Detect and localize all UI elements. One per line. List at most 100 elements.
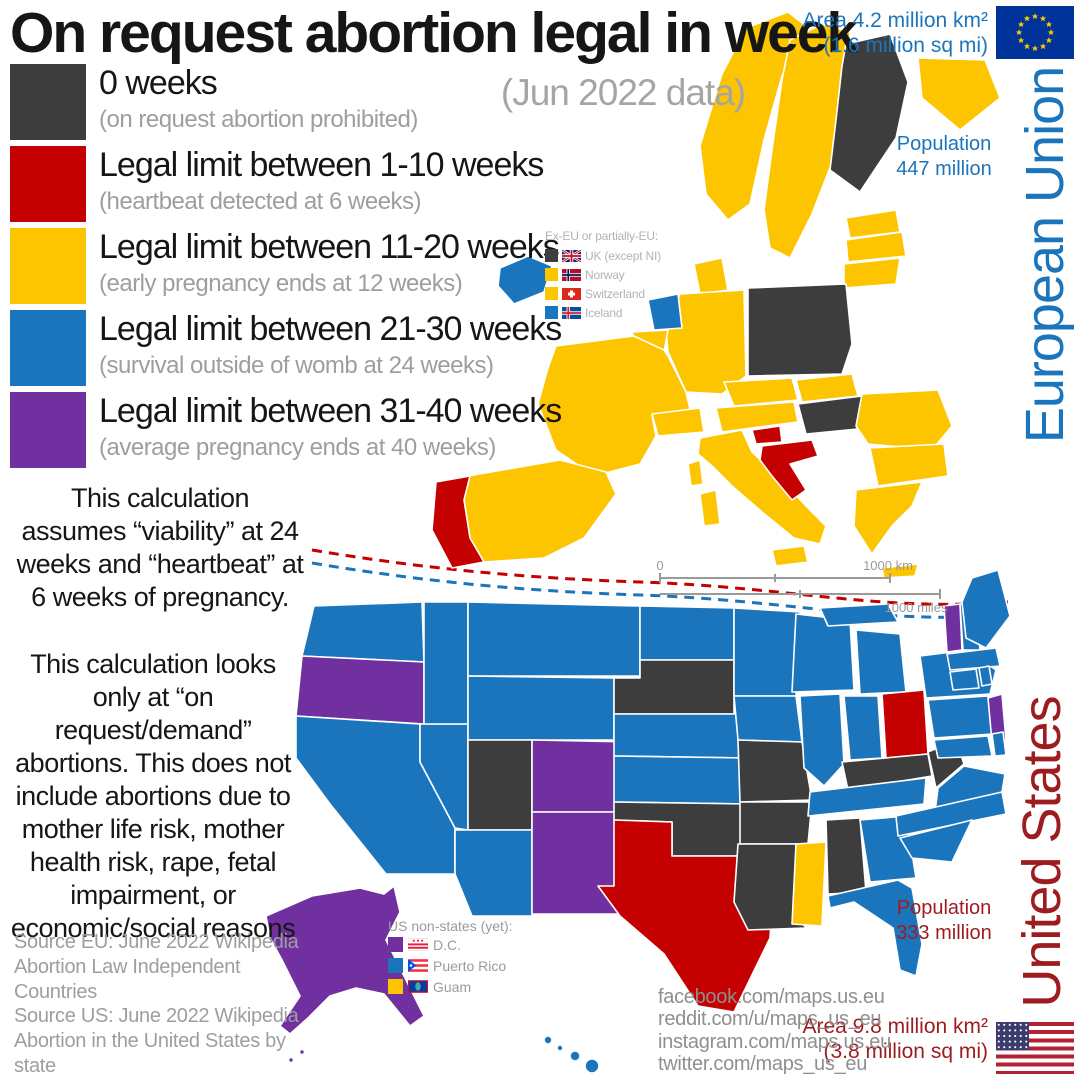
ex-eu-item-switzerland: Switzerland (545, 284, 661, 303)
category-swatch (388, 979, 403, 994)
region-in (843, 695, 883, 761)
category-swatch (545, 249, 558, 262)
region-sicily (771, 545, 809, 567)
dc-flag-icon (408, 938, 428, 951)
us-area-line1: Area 9.8 million km² (802, 1015, 988, 1038)
social-instagram: instagram.com/maps.us.eu (658, 1030, 891, 1053)
legend-note: (survival outside of womb at 24 weeks) (99, 352, 494, 380)
region-italy (697, 429, 827, 545)
region-czechia (723, 377, 799, 407)
region-portugal (431, 475, 485, 569)
region-wy (467, 675, 615, 741)
region-sardinia (699, 489, 721, 527)
ex-eu-item-label: Iceland (585, 305, 623, 320)
region-mi (855, 629, 907, 695)
region-pa (927, 695, 993, 739)
region-denmark (693, 257, 729, 295)
us-population: Population 333 million (896, 896, 992, 946)
page-subtitle: (Jun 2022 data) (500, 72, 746, 113)
region-lithuania (843, 257, 901, 289)
region-hi (584, 1058, 600, 1074)
category-swatch (545, 268, 558, 281)
region-france (537, 335, 693, 477)
region-iceland (497, 255, 553, 305)
region-ut (467, 739, 533, 831)
region-ct (949, 668, 980, 691)
legend-note: (on request abortion prohibited) (99, 106, 418, 134)
region-slovenia (751, 425, 783, 445)
scale-miles-label: 1000 miles (885, 600, 948, 615)
category-swatch (388, 958, 403, 973)
category-swatch (388, 937, 403, 952)
region-ri (978, 665, 993, 687)
region-netherlands (647, 293, 683, 331)
legend-label: Legal limit between 1-10 weeks (99, 146, 544, 184)
legend-swatch-1-10-weeks (10, 146, 86, 222)
ex-eu-item-label: UK (except NI) (585, 248, 661, 263)
social-reddit: reddit.com/u/maps_us_eu (658, 1008, 882, 1031)
region-mo (737, 739, 813, 803)
us-area-line2: (3.8 million sq mi) (823, 1040, 988, 1064)
legend-note: (heartbeat detected at 6 weeks) (99, 188, 422, 216)
eu-vertical-label: European Union (1015, 66, 1075, 444)
region-ar (739, 801, 813, 845)
us-map (265, 569, 1011, 1074)
region-vt (943, 603, 963, 653)
region-id (423, 601, 469, 725)
region-oh (881, 689, 929, 759)
page-title: On request abortion legal in week (10, 1, 858, 65)
region-mn (733, 607, 801, 697)
region-finnmark (917, 57, 1001, 131)
region-de (991, 731, 1007, 757)
region-latvia (845, 231, 907, 263)
region-ak (265, 885, 425, 1035)
nonstate-item-label: Guam (433, 978, 472, 995)
legend-item-1-10-weeks: Legal limit between 1-10 weeks (heartbea… (10, 146, 544, 222)
region-ia (733, 695, 803, 743)
legend-label: 0 weeks (99, 64, 218, 102)
social-twitter: twitter.com/maps_us_eu (658, 1053, 868, 1076)
scope-note: This calculation looks only at “on reque… (10, 649, 296, 943)
region-sweden (763, 23, 851, 259)
ex-eu-item-uk: UK (except NI) (545, 246, 661, 265)
source-eu: Source EU: June 2022 Wikipedia Abortion … (14, 931, 299, 1003)
region-corsica (687, 459, 704, 487)
category-swatch (545, 287, 558, 300)
eu-population-value: 447 million (896, 158, 992, 180)
region-romania (855, 389, 953, 451)
source-us: Source US: June 2022 Wikipedia Abortion … (14, 1005, 299, 1077)
social-facebook: facebook.com/maps.us.eu (658, 986, 885, 1008)
puerto-rico-flag-icon (408, 959, 428, 972)
eu-flag (996, 6, 1074, 59)
assumption-note: This calculation assumes “viability” at … (16, 483, 304, 612)
us-vertical-label: United States (1012, 696, 1072, 1008)
eu-area-line2: (1.6 million sq mi) (823, 34, 988, 58)
region-greece (853, 481, 923, 555)
legend-note: (early pregnancy ends at 12 weeks) (99, 270, 463, 298)
atlantic-divider-red (311, 548, 1009, 606)
eu-area-line1: Area 4.2 million km² (802, 9, 988, 32)
region-finland (829, 33, 909, 193)
legend-item-31-40-weeks: Legal limit between 31-40 weeks (average… (10, 392, 562, 468)
ex-eu-item-label: Norway (585, 267, 625, 282)
region-or (295, 655, 425, 725)
region-spain (463, 459, 617, 563)
region-ks (613, 755, 749, 805)
scale-zero-label: 0 (656, 558, 663, 573)
legend-note: (average pregnancy ends at 40 weeks) (99, 434, 496, 462)
region-tn (807, 777, 927, 817)
nonstate-item-label: D.C. (433, 936, 461, 953)
social-links: facebook.com/maps.us.eu reddit.com/u/map… (658, 986, 891, 1076)
ex-eu-item-iceland: Iceland (545, 303, 661, 322)
ex-eu-legend: Ex-EU or partially-EU: UK (except NI) No… (545, 229, 661, 322)
atlantic-divider-blue (311, 561, 1009, 619)
us-flag (996, 1022, 1074, 1074)
ex-eu-item-norway: Norway (545, 265, 661, 284)
region-hi (556, 1044, 564, 1052)
legend-swatch-0-weeks (10, 64, 86, 140)
eu-area: Area 4.2 million km² (1.6 million sq mi) (788, 8, 988, 58)
region-bulgaria (869, 443, 949, 487)
ex-eu-legend-title: Ex-EU or partially-EU: (545, 229, 658, 243)
legend-item-0-weeks: 0 weeks (on request abortion prohibited) (10, 64, 418, 140)
